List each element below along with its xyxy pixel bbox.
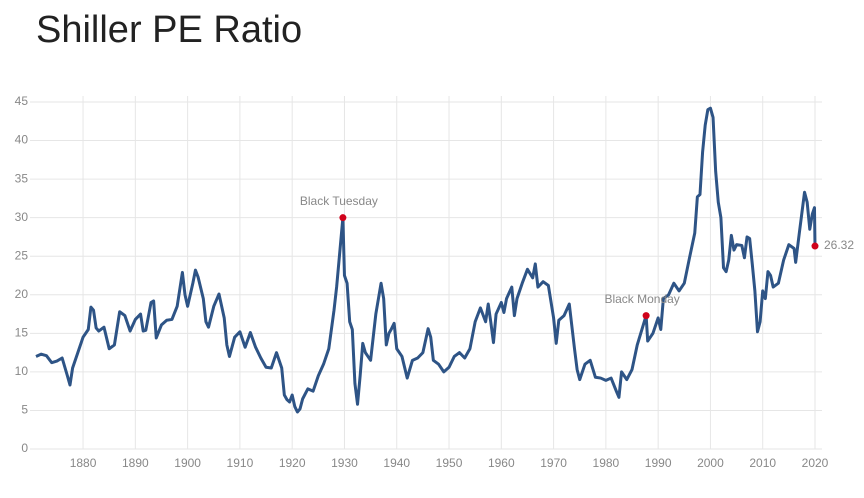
y-tick-label: 45: [15, 94, 29, 108]
end-label: 26.32: [824, 238, 854, 252]
y-tick-label: 30: [15, 210, 29, 224]
x-tick-label: 1990: [645, 456, 672, 470]
x-tick-label: 1880: [70, 456, 97, 470]
x-tick-label: 2000: [697, 456, 724, 470]
annotation-marker: [642, 312, 650, 320]
y-tick-label: 20: [15, 287, 29, 301]
x-tick-label: 1890: [122, 456, 149, 470]
y-tick-label: 10: [15, 364, 29, 378]
annotation-marker: [339, 214, 347, 222]
x-tick-label: 1980: [593, 456, 620, 470]
end-marker: [811, 242, 819, 250]
x-tick-label: 1910: [227, 456, 254, 470]
x-tick-label: 1970: [540, 456, 567, 470]
x-tick-label: 2010: [749, 456, 776, 470]
x-tick-label: 1960: [488, 456, 515, 470]
x-tick-label: 1940: [383, 456, 410, 470]
y-tick-label: 15: [15, 326, 29, 340]
annotation-label: Black Tuesday: [300, 194, 378, 208]
x-tick-label: 1900: [174, 456, 201, 470]
x-tick-label: 1950: [436, 456, 463, 470]
annotation-label: Black Monday: [604, 292, 679, 306]
y-tick-label: 25: [15, 248, 29, 262]
x-tick-label: 1920: [279, 456, 306, 470]
chart-title: Shiller PE Ratio: [36, 9, 302, 51]
y-tick-label: 0: [21, 441, 28, 455]
x-tick-label: 1930: [331, 456, 358, 470]
y-tick-label: 35: [15, 171, 29, 185]
line: [35, 106, 817, 414]
y-tick-label: 5: [21, 403, 28, 417]
x-tick-label: 2020: [802, 456, 829, 470]
y-tick-label: 40: [15, 133, 29, 147]
